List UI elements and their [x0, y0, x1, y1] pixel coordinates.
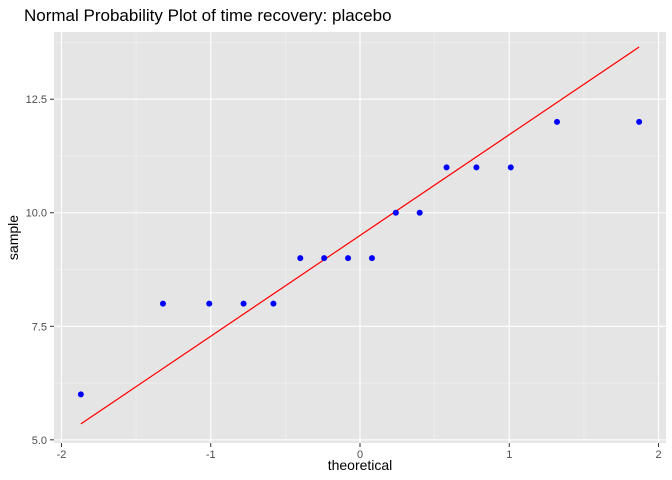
x-tick-label: -2: [57, 449, 67, 461]
x-tick-label: 1: [506, 449, 512, 461]
y-axis: 5.0 7.5 10.0 12.5: [26, 94, 54, 447]
x-tick-label: -1: [206, 449, 216, 461]
data-point: [416, 209, 423, 216]
x-axis-title: theoretical: [328, 457, 393, 473]
data-point: [206, 300, 213, 307]
x-tick-label: 0: [357, 449, 363, 461]
y-tick-label: 10.0: [26, 208, 47, 220]
y-tick-label: 12.5: [26, 94, 47, 106]
major-gridlines: [54, 32, 666, 443]
data-point: [270, 300, 277, 307]
reference-line: [80, 46, 640, 425]
data-point: [443, 164, 450, 171]
chart-title: Normal Probability Plot of time recovery…: [24, 6, 392, 25]
y-tick-label: 7.5: [32, 321, 47, 333]
data-point: [321, 255, 328, 262]
y-axis-title: sample: [5, 215, 21, 260]
y-tick-label: 5.0: [32, 435, 47, 447]
data-point: [345, 255, 352, 262]
data-point: [392, 209, 399, 216]
data-point: [77, 391, 84, 398]
data-point: [473, 164, 480, 171]
data-point: [507, 164, 514, 171]
data-point: [554, 118, 561, 125]
data-point: [368, 255, 375, 262]
data-point: [297, 255, 304, 262]
data-point: [636, 118, 643, 125]
x-tick-label: 2: [655, 449, 661, 461]
x-axis: -2 -1 0 1 2: [57, 443, 662, 461]
data-points: [77, 118, 643, 398]
data-point: [240, 300, 247, 307]
data-point: [159, 300, 166, 307]
